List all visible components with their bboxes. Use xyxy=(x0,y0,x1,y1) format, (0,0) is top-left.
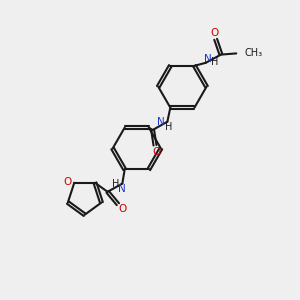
Text: O: O xyxy=(118,204,127,214)
Text: H: H xyxy=(112,179,119,189)
Text: O: O xyxy=(210,28,218,38)
Text: O: O xyxy=(64,177,72,187)
Text: H: H xyxy=(165,122,172,132)
Text: H: H xyxy=(212,57,219,67)
Text: N: N xyxy=(157,117,165,127)
Text: O: O xyxy=(152,147,160,157)
Text: N: N xyxy=(118,184,126,194)
Text: CH₃: CH₃ xyxy=(244,48,262,59)
Text: N: N xyxy=(204,54,212,64)
